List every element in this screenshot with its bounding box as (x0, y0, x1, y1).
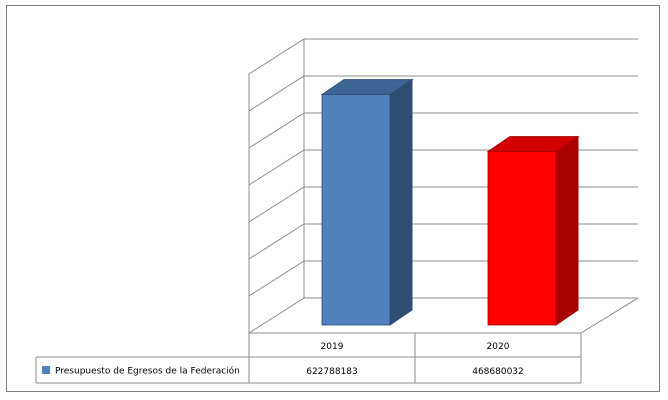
gridline (248, 260, 638, 297)
gridline (248, 223, 638, 260)
gridline (248, 112, 638, 149)
gridline (248, 186, 638, 223)
data-table-value: 622788183 (306, 367, 358, 377)
category-label: 2020 (487, 342, 510, 352)
data-table-value: 468680032 (472, 367, 524, 377)
bar-side-2020 (555, 135, 579, 326)
gridline (248, 149, 638, 186)
legend-swatch (42, 366, 50, 374)
bar-2019 (321, 94, 391, 326)
bar-2020 (487, 151, 557, 326)
bar-chart-3d: 2019 622788183 2020 468680032 Presupuesto de… (35, 38, 639, 384)
gridline (248, 297, 638, 334)
legend-series-label: Presupuesto de Egresos de la Federación (55, 366, 240, 377)
category-label: 2019 (321, 342, 344, 352)
bar-side-2019 (389, 78, 413, 326)
gridline (248, 75, 638, 112)
gridline (248, 38, 638, 75)
chart-frame: 2019 622788183 2020 468680032 Presupuesto de… (6, 5, 660, 392)
floor-edge (249, 297, 639, 334)
